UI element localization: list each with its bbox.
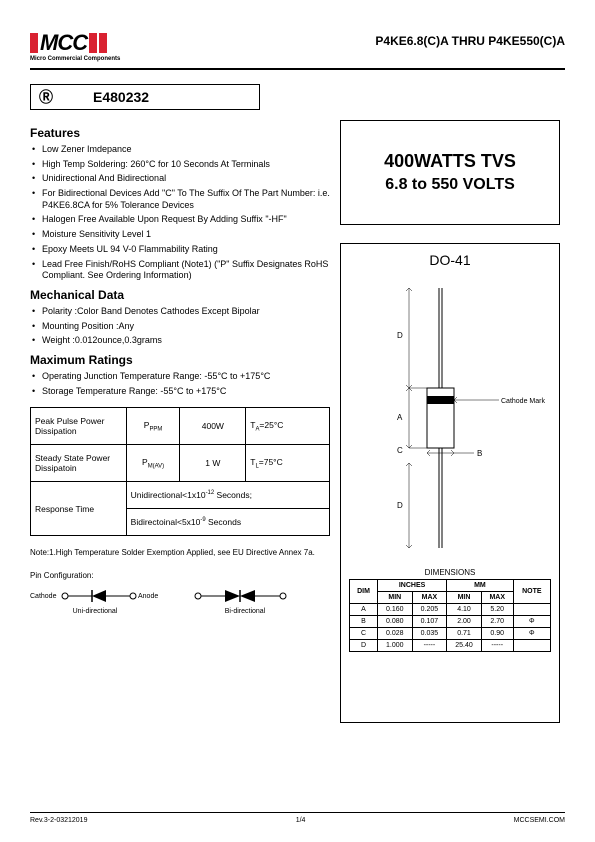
dim-header: DIM bbox=[350, 580, 378, 604]
dimensions-caption: DIMENSIONS bbox=[349, 568, 551, 577]
symbol-cell: PM(AV) bbox=[126, 445, 180, 482]
feature-item: Halogen Free Available Upon Request By A… bbox=[42, 214, 330, 226]
right-column: 400WATTS TVS 6.8 to 550 VOLTS DO-41 D bbox=[340, 120, 560, 723]
mechanical-item: Weight :0.012ounce,0.3grams bbox=[42, 335, 330, 347]
features-heading: Features bbox=[30, 126, 330, 140]
symbol-cell: PPPM bbox=[126, 408, 180, 445]
dim-subheader: MIN bbox=[447, 592, 482, 604]
mechanical-item: Polarity :Color Band Denotes Cathodes Ex… bbox=[42, 306, 330, 318]
bi-label: Bi-directional bbox=[225, 608, 265, 615]
rating-item: Operating Junction Temperature Range: -5… bbox=[42, 371, 330, 383]
svg-text:D: D bbox=[397, 501, 403, 510]
param-cell: Response Time bbox=[31, 482, 127, 536]
value-cell: Bidirectoinal<5x10-9 Seconds bbox=[126, 509, 329, 536]
svg-text:Ⓡ: Ⓡ bbox=[39, 89, 53, 105]
feature-item: Epoxy Meets UL 94 V-0 Flammability Ratin… bbox=[42, 244, 330, 256]
package-outline-box: DO-41 D bbox=[340, 243, 560, 723]
uni-diode-icon: Cathode Anode bbox=[30, 586, 160, 608]
dimensions-table: DIM INCHES MM NOTE MIN MAX MIN MAX A0.16… bbox=[349, 579, 551, 652]
certification-box: Ⓡ E480232 bbox=[30, 84, 260, 110]
package-name: DO-41 bbox=[349, 252, 551, 268]
feature-item: Low Zener Imdepance bbox=[42, 144, 330, 156]
svg-text:A: A bbox=[397, 413, 403, 422]
svg-text:C: C bbox=[397, 446, 403, 455]
dim-subheader: MAX bbox=[412, 592, 447, 604]
svg-text:Cathode: Cathode bbox=[30, 593, 57, 600]
table-row: Response Time Unidirectional<1x10-12 Sec… bbox=[31, 482, 330, 509]
cert-number: E480232 bbox=[93, 89, 149, 105]
uni-label: Uni-directional bbox=[73, 608, 118, 615]
bi-diode-icon bbox=[190, 586, 300, 608]
cond-cell: TA=25°C bbox=[246, 408, 330, 445]
table-row: DIM INCHES MM NOTE bbox=[350, 580, 551, 592]
rating-item: Storage Temperature Range: -55°C to +175… bbox=[42, 386, 330, 398]
table-row: C0.0280.0350.710.90Φ bbox=[350, 628, 551, 640]
table-row: B0.0800.1072.002.70Φ bbox=[350, 616, 551, 628]
title-box: 400WATTS TVS 6.8 to 550 VOLTS bbox=[340, 120, 560, 225]
logo-text: MCC bbox=[40, 30, 87, 56]
feature-item: Unidirectional And Bidirectional bbox=[42, 173, 330, 185]
ratings-table: Peak Pulse Power Dissipation PPPM 400W T… bbox=[30, 407, 330, 536]
logo-red-bar bbox=[30, 33, 38, 53]
table-row: D1.000-----25.40----- bbox=[350, 640, 551, 652]
uni-diode-figure: Cathode Anode Uni-directional bbox=[30, 586, 160, 615]
mechanical-heading: Mechanical Data bbox=[30, 288, 330, 302]
svg-text:Anode: Anode bbox=[138, 593, 158, 600]
value-cell: 400W bbox=[180, 408, 246, 445]
pin-config-heading: Pin Configuration: bbox=[30, 571, 330, 580]
ul-mark-icon: Ⓡ bbox=[39, 89, 63, 105]
dim-subheader: MIN bbox=[377, 592, 412, 604]
mechanical-item: Mounting Position :Any bbox=[42, 321, 330, 333]
value-cell: Unidirectional<1x10-12 Seconds; bbox=[126, 482, 329, 509]
logo-subtitle: Micro Commercial Components bbox=[30, 56, 120, 62]
left-column: Features Low Zener Imdepance High Temp S… bbox=[30, 120, 330, 723]
table-row: Peak Pulse Power Dissipation PPPM 400W T… bbox=[31, 408, 330, 445]
logo-red-bar bbox=[99, 33, 107, 53]
param-cell: Peak Pulse Power Dissipation bbox=[31, 408, 127, 445]
value-cell: 1 W bbox=[180, 445, 246, 482]
dim-header: INCHES bbox=[377, 580, 446, 592]
dim-header: NOTE bbox=[513, 580, 550, 604]
table-row: Steady State Power Dissipatoin PM(AV) 1 … bbox=[31, 445, 330, 482]
param-cell: Steady State Power Dissipatoin bbox=[31, 445, 127, 482]
feature-item: Moisture Sensitivity Level 1 bbox=[42, 229, 330, 241]
svg-text:D: D bbox=[397, 331, 403, 340]
feature-item: High Temp Soldering: 260°C for 10 Second… bbox=[42, 159, 330, 171]
svg-text:Cathode Mark: Cathode Mark bbox=[501, 398, 545, 405]
svg-text:B: B bbox=[477, 449, 482, 458]
table-row: A0.1600.2054.105.20 bbox=[350, 604, 551, 616]
package-drawing: D Cathode Mark A bbox=[349, 278, 551, 558]
revision-text: Rev.3-2-03212019 bbox=[30, 817, 87, 824]
note-text: Note:1.High Temperature Solder Exemption… bbox=[30, 548, 330, 557]
website-text: MCCSEMI.COM bbox=[514, 817, 565, 824]
bi-diode-figure: Bi-directional bbox=[190, 586, 300, 615]
dim-header: MM bbox=[447, 580, 513, 592]
company-logo: MCC Micro Commercial Components bbox=[30, 30, 120, 62]
page-header: MCC Micro Commercial Components P4KE6.8(… bbox=[30, 30, 565, 70]
dim-subheader: MAX bbox=[481, 592, 513, 604]
feature-item: Lead Free Finish/RoHS Compliant (Note1) … bbox=[42, 259, 330, 282]
max-ratings-list: Operating Junction Temperature Range: -5… bbox=[30, 371, 330, 397]
do41-outline-icon: D Cathode Mark A bbox=[349, 278, 549, 558]
page-number: 1/4 bbox=[296, 817, 306, 824]
cond-cell: TL=75°C bbox=[246, 445, 330, 482]
max-ratings-heading: Maximum Ratings bbox=[30, 353, 330, 367]
features-list: Low Zener Imdepance High Temp Soldering:… bbox=[30, 144, 330, 282]
logo-red-bar bbox=[89, 33, 97, 53]
pin-configuration: Pin Configuration: Cathode Anode bbox=[30, 571, 330, 615]
page-footer: Rev.3-2-03212019 1/4 MCCSEMI.COM bbox=[30, 812, 565, 824]
part-number-range: P4KE6.8(C)A THRU P4KE550(C)A bbox=[375, 34, 565, 48]
title-line2: 6.8 to 550 VOLTS bbox=[351, 176, 549, 194]
feature-item: For Bidirectional Devices Add "C" To The… bbox=[42, 188, 330, 211]
title-line1: 400WATTS TVS bbox=[351, 151, 549, 172]
mechanical-list: Polarity :Color Band Denotes Cathodes Ex… bbox=[30, 306, 330, 347]
